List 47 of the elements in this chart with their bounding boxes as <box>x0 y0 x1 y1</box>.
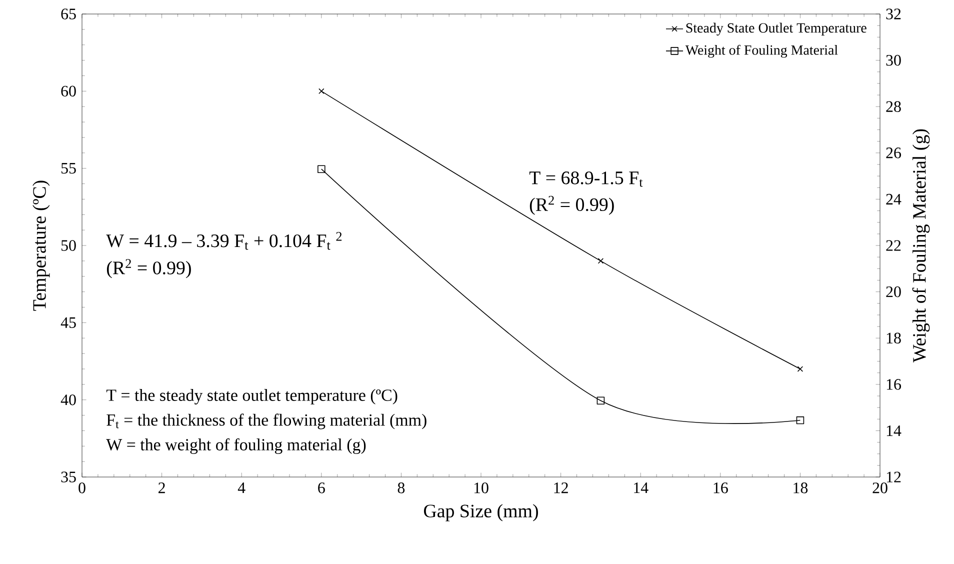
point <box>318 165 326 173</box>
y2-tick-label: 12 <box>886 472 901 482</box>
point <box>796 416 804 424</box>
x-tick-label: 12 <box>554 482 568 494</box>
y2-axis-title: Weight of Fouling Material (g) <box>912 129 930 362</box>
annotation: (R$^{2}$ = 0.99) <box>530 196 614 215</box>
x-tick-label: 2 <box>158 482 165 494</box>
y2-tick-label: 18 <box>886 332 901 344</box>
y2-tick-label: 20 <box>886 286 901 298</box>
annotation: T = the steady state outlet temperature (ºC) <box>106 389 398 404</box>
annotation: (R$^{2}$ = 0.99) <box>106 259 191 278</box>
legend-label: Steady State Outlet Temperature <box>686 22 866 36</box>
y-tick-label: 35 <box>61 472 76 482</box>
y2-tick-label: 26 <box>886 148 901 158</box>
y2-tick-label: 24 <box>886 194 902 204</box>
x-axis-title: Gap Size (mm) <box>424 504 538 522</box>
y2-tick-label: 16 <box>886 379 901 390</box>
annotation: W = the weight of fouling material (g) <box>106 438 366 454</box>
y2-tick-label: 28 <box>886 101 901 112</box>
point <box>318 88 324 94</box>
y-tick-label: 50 <box>61 240 76 251</box>
y2-tick-label: 32 <box>886 8 901 20</box>
point <box>596 396 605 404</box>
point <box>598 258 604 264</box>
y2-tick-label: 22 <box>886 240 901 251</box>
x-tick-label: 0 <box>78 482 86 494</box>
x-tick-label: 4 <box>238 482 246 494</box>
y-tick-label: 40 <box>60 394 76 406</box>
y-tick-label: 45 <box>60 317 76 328</box>
x-tick-label: 20 <box>872 482 888 494</box>
y-tick-label: 65 <box>61 8 76 20</box>
x-tick-label: 14 <box>634 482 648 494</box>
y2-tick-label: 30 <box>886 54 901 66</box>
annotation: W = 41.9 – 3.39 F$_{t}$ + 0.104 F$_{t}$ 2 <box>106 232 342 250</box>
annotation: T = 68.9-1.5 F$_{t}$ <box>529 171 643 187</box>
x-tick-label: 16 <box>714 482 728 494</box>
point <box>797 366 804 372</box>
x-tick-label: 10 <box>474 482 488 494</box>
x-tick-label: 6 <box>318 482 325 494</box>
y-tick-label: 60 <box>61 86 76 97</box>
legend-label: Weight of Fouling Material <box>685 44 838 58</box>
annotation: F$_{t}$ = the thickness of the flowing material (mm) <box>106 414 426 430</box>
y-tick-label: 55 <box>61 163 76 174</box>
y-axis-title: Temperature (ºC) <box>32 180 50 311</box>
x-tick-label: 8 <box>398 482 405 494</box>
x-tick-label: 18 <box>794 482 808 494</box>
y2-tick-label: 14 <box>886 425 902 436</box>
